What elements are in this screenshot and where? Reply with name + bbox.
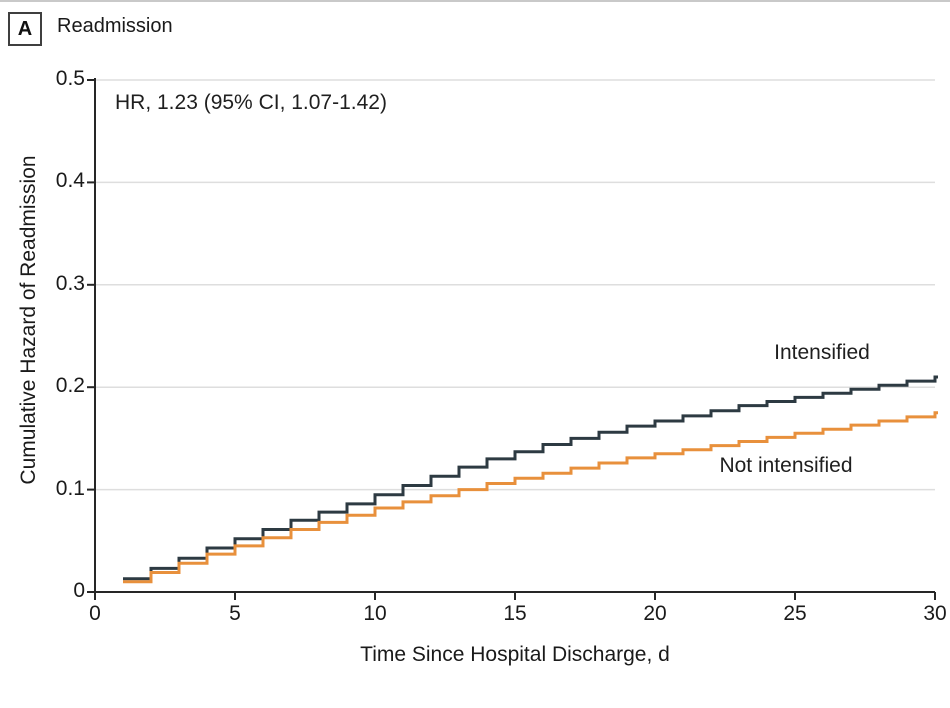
x-tick-label-10: 10 <box>363 602 387 625</box>
x-tick-label-15: 15 <box>503 602 527 625</box>
not-intensified-curve <box>123 411 938 584</box>
axes <box>94 78 935 593</box>
intensified-curve <box>123 375 938 581</box>
y-tick-label-0: 0 <box>73 579 85 602</box>
x-tick-label-25: 25 <box>783 602 807 625</box>
y-tick-label-0.3: 0.3 <box>55 271 85 295</box>
intensified-series-label: Intensified <box>774 341 870 364</box>
hazard-ratio-annotation: HR, 1.23 (95% CI, 1.07-1.42) <box>115 91 387 114</box>
x-tick-label-30: 30 <box>923 602 947 625</box>
y-tick-label-0.4: 0.4 <box>55 169 85 193</box>
top-divider <box>0 0 950 2</box>
y-tick-label-0.2: 0.2 <box>55 374 85 398</box>
not-intensified-series-label: Not intensified <box>719 454 853 477</box>
panel-label-badge: A <box>8 12 42 46</box>
y-tick-label-0.1: 0.1 <box>55 476 85 500</box>
x-tick-label-5: 5 <box>229 602 241 625</box>
x-tick-label-0: 0 <box>89 602 101 625</box>
y-tick-label-0.5: 0.5 <box>55 67 85 90</box>
x-tick-label-20: 20 <box>643 602 667 625</box>
figure-title: Readmission <box>57 15 173 37</box>
panel-label: A <box>17 17 33 40</box>
x-axis-title: Time Since Hospital Discharge, d <box>360 643 670 666</box>
